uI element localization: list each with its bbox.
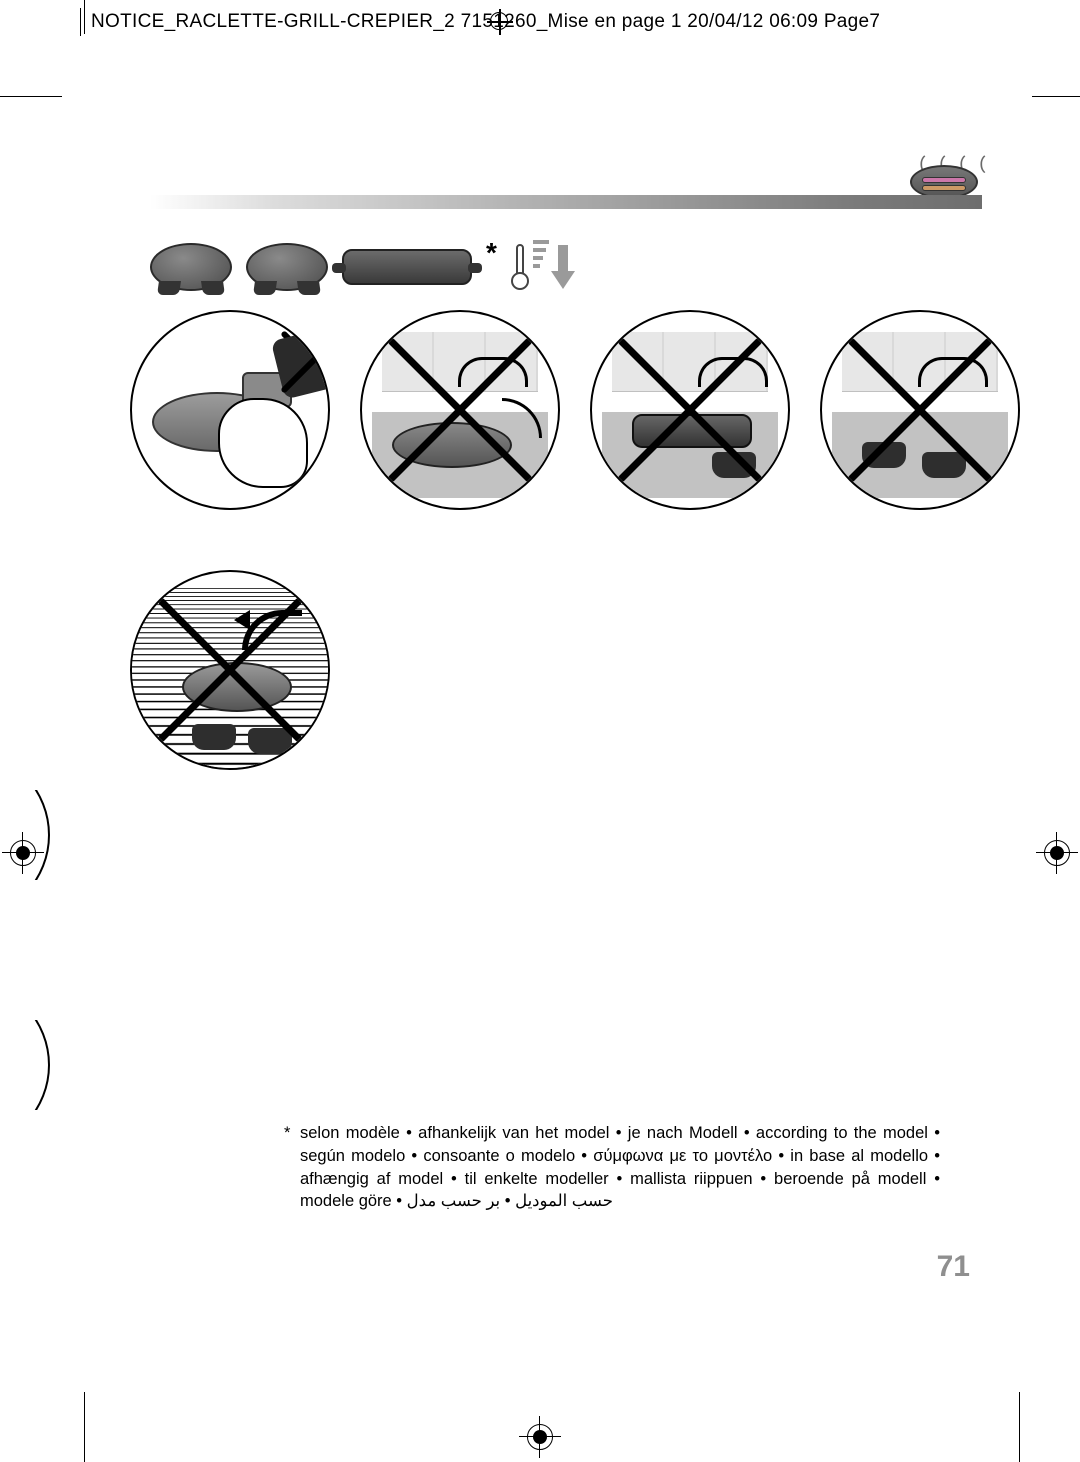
footnote-text: selon modèle • afhankelijk van het model… — [300, 1124, 940, 1210]
instruction-no-immerse-rect — [590, 310, 790, 510]
grill-ellipse-icon — [910, 165, 978, 199]
crop-mark-icon — [84, 0, 85, 34]
rect-device-icon — [632, 414, 752, 448]
rect-grill-icon — [342, 249, 472, 285]
cord-icon — [502, 398, 542, 438]
pan-icon — [192, 724, 236, 750]
pan-icon — [248, 728, 292, 754]
sink-water-icon — [832, 412, 1008, 498]
registration-target-icon — [527, 1424, 553, 1450]
pan-icon — [922, 452, 966, 478]
scourer-crossed-icon — [277, 332, 330, 392]
page-number: 71 — [937, 1250, 970, 1284]
registration-mark-icon — [490, 12, 508, 35]
section-grill-icon: ﹙﹙﹙﹙ — [910, 155, 982, 199]
instruction-row-1 — [130, 310, 1020, 510]
product-variant-row: * — [150, 243, 573, 291]
crop-mark-icon — [84, 1392, 85, 1462]
header-text: NOTICE_RACLETTE-GRILL-CREPIER_2 7151260_… — [91, 11, 880, 33]
footnote-block: * selon modèle • afhankelijk van het mod… — [300, 1122, 940, 1213]
thermometer-icon — [511, 244, 529, 290]
registration-target-icon — [1044, 840, 1070, 866]
crop-mark-icon — [0, 96, 62, 97]
hand-icon — [218, 398, 308, 488]
round-grill-icon — [150, 243, 232, 291]
instruction-no-immerse-round — [360, 310, 560, 510]
section-divider — [150, 195, 982, 209]
level-bars-icon — [533, 240, 549, 268]
down-arrow-icon — [553, 245, 573, 289]
footnote-asterisk: * — [284, 1122, 290, 1145]
cool-down-icon — [511, 244, 573, 290]
print-header: NOTICE_RACLETTE-GRILL-CREPIER_2 7151260_… — [80, 8, 1080, 36]
instruction-sponge-no-scourer — [130, 310, 330, 510]
crop-mark-icon — [1032, 96, 1080, 97]
round-grill-icon — [246, 243, 328, 291]
asterisk-mark: * — [486, 237, 497, 269]
instruction-no-immerse-pans — [820, 310, 1020, 510]
instruction-no-dishwasher — [130, 570, 330, 770]
page-edge-curve-icon — [0, 790, 56, 880]
page-edge-curve-icon — [0, 1020, 56, 1110]
crop-mark-icon — [1019, 1392, 1020, 1462]
instruction-row-2 — [130, 570, 330, 770]
